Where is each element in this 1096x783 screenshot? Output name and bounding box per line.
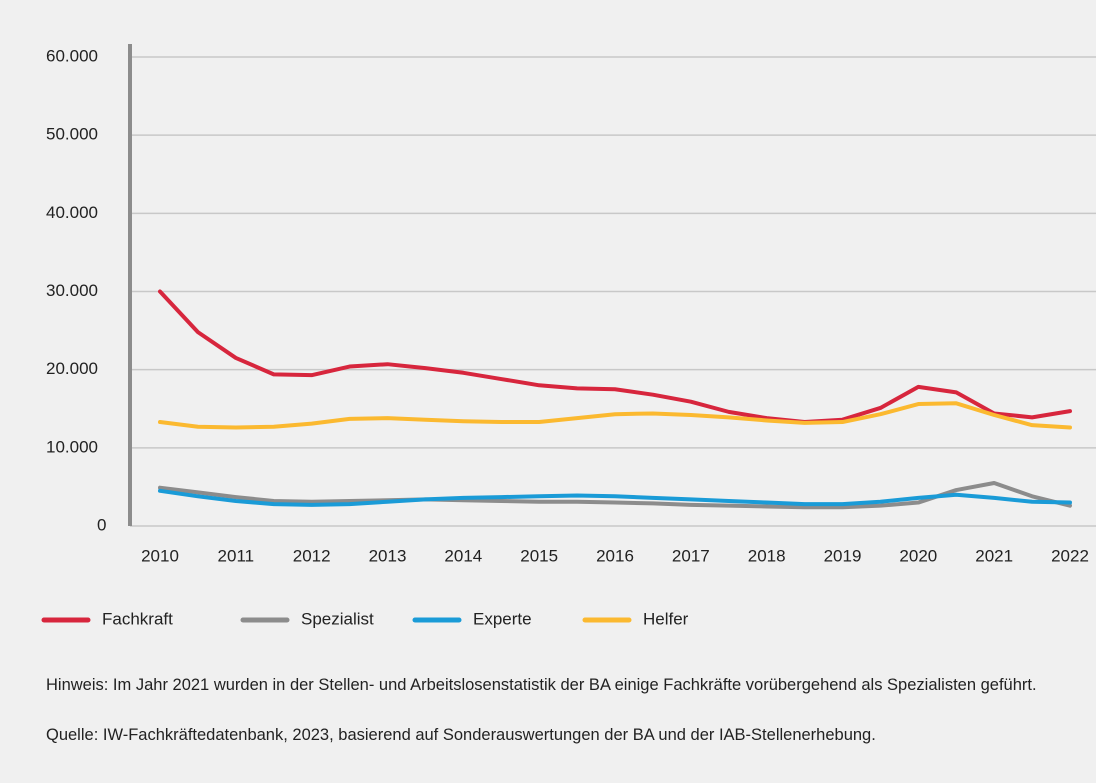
- line-series: [158, 488, 1072, 507]
- y-tick-label: 40.000: [46, 203, 98, 222]
- x-tick-label: 2020: [899, 546, 937, 565]
- y-tick-label: 10.000: [46, 437, 98, 456]
- x-tick-label: 2021: [975, 546, 1013, 565]
- legend-label: Fachkraft: [102, 609, 173, 628]
- chart: 0 10.000 20.000 30.000 40.000 50.000 60.000 201…: [41, 44, 1096, 628]
- y-tick-label: 60.000: [46, 46, 98, 65]
- x-tick-label: 2011: [218, 546, 255, 565]
- y-tick-label: 0: [97, 515, 106, 534]
- legend-label: Experte: [473, 609, 532, 628]
- x-tick-label: 2017: [672, 546, 710, 565]
- x-tick-label: 2012: [293, 546, 331, 565]
- source: Quelle: IW-Fachkräftedatenbank, 2023, ba…: [46, 726, 876, 744]
- x-tick-label: 2013: [369, 546, 407, 565]
- y-tick-label: 20.000: [46, 359, 98, 378]
- y-tick-label: 30.000: [46, 281, 98, 300]
- y-tick-label: 50.000: [46, 125, 98, 144]
- line-series: [158, 401, 1072, 430]
- x-tick-label: 2010: [141, 546, 179, 565]
- x-tick-label: 2022: [1051, 546, 1089, 565]
- legend-label: Helfer: [643, 609, 689, 628]
- x-tick-label: 2015: [520, 546, 558, 565]
- x-tick-label: 2014: [444, 546, 482, 565]
- legend-label: Spezialist: [301, 609, 374, 628]
- x-tick-label: 2019: [824, 546, 862, 565]
- x-tick-label: 2018: [748, 546, 786, 565]
- line-series: [158, 481, 1072, 510]
- line-series: [158, 289, 1072, 425]
- note: Hinweis: Im Jahr 2021 wurden in der Stel…: [46, 676, 1037, 694]
- x-tick-label: 2016: [596, 546, 634, 565]
